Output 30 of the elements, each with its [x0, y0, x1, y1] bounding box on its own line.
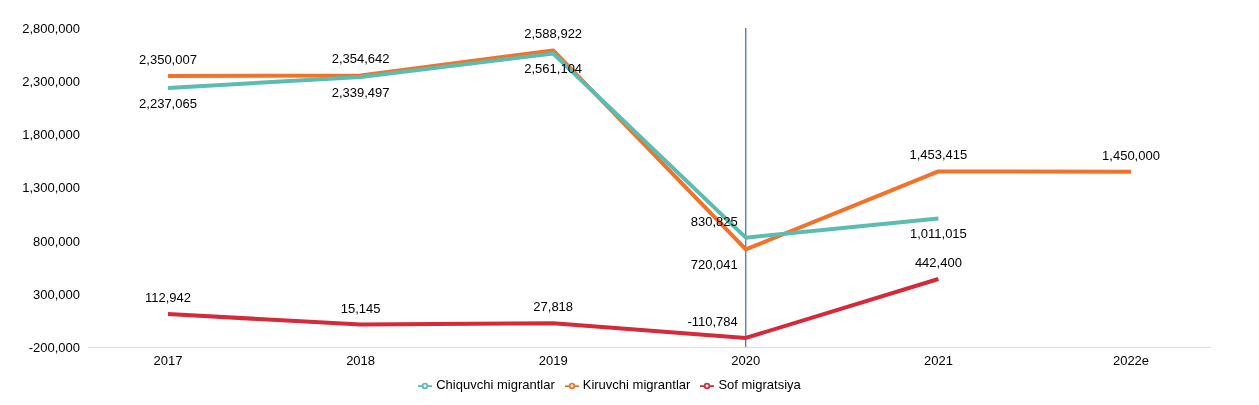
legend-label: Kiruvchi migrantlar [582, 377, 691, 393]
x-tick-label: 2022e [1112, 352, 1150, 368]
y-tick-label: 2,800,000 [22, 20, 80, 36]
data-label: 1,011,015 [909, 226, 967, 242]
data-label: 2,339,497 [331, 85, 390, 101]
data-label: -110,784 [687, 313, 738, 329]
data-label: 27,818 [533, 299, 574, 315]
legend-label: Sof migratsiya [718, 377, 801, 393]
data-label: 112,942 [144, 290, 192, 306]
data-label: 1,450,000 [1102, 147, 1160, 163]
y-tick-label: 2,300,000 [22, 73, 80, 89]
x-tick-label: 2019 [538, 352, 568, 368]
data-label: 442,400 [914, 255, 962, 271]
x-tick-label: 2017 [153, 352, 183, 368]
x-tick-label: 2020 [731, 352, 761, 368]
x-tick-label: 2018 [346, 352, 376, 368]
data-label: 1,453,415 [909, 147, 968, 163]
y-tick-label: 1,300,000 [22, 180, 80, 196]
y-tick-label: 300,000 [33, 286, 80, 302]
x-tick-label: 2021 [923, 352, 953, 368]
data-label: 2,588,922 [524, 26, 583, 42]
y-tick-label: 800,000 [33, 233, 80, 249]
data-label: 720,041 [690, 257, 738, 273]
legend-label: Chiquvchi migrantlar [436, 377, 555, 393]
y-tick-label: -200,000 [28, 340, 80, 356]
y-tick-label: 1,800,000 [22, 127, 80, 143]
data-label: 2,350,007 [139, 51, 197, 67]
data-label: 2,354,642 [331, 51, 390, 67]
data-label: 2,237,065 [139, 95, 197, 111]
data-label: 15,145 [340, 300, 381, 316]
